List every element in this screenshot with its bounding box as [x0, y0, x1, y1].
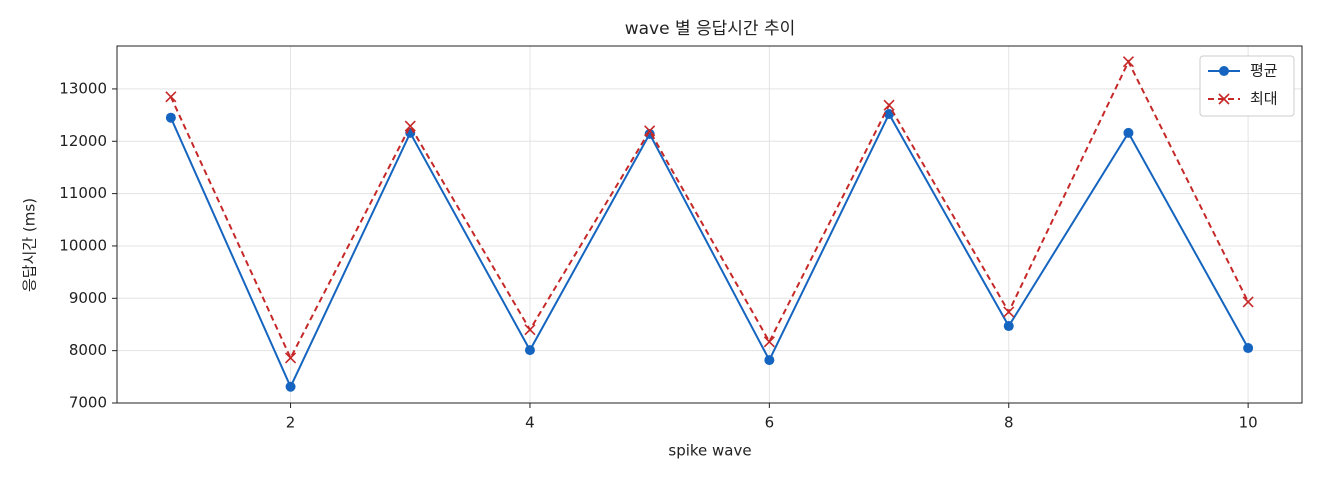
x-tick-label: 10 — [1239, 414, 1258, 432]
y-tick-label: 8000 — [69, 341, 107, 359]
marker — [1003, 306, 1015, 318]
y-tick-label: 12000 — [59, 132, 107, 150]
marker — [883, 99, 895, 111]
legend-label: 평균 — [1250, 62, 1278, 80]
series-line — [169, 111, 1250, 390]
marker — [1003, 321, 1014, 332]
chart-title: wave 별 응답시간 추이 — [625, 19, 796, 39]
y-tick-label: 9000 — [69, 289, 107, 307]
marker — [165, 91, 177, 103]
marker — [524, 345, 535, 356]
x-axis-label: spike wave — [668, 442, 751, 460]
marker — [1243, 343, 1254, 354]
marker — [884, 109, 895, 120]
marker — [1123, 127, 1134, 138]
marker — [165, 112, 176, 123]
marker — [1219, 66, 1229, 76]
legend-box — [1199, 55, 1295, 117]
x-tick-label: 4 — [525, 414, 535, 432]
marker — [763, 336, 775, 348]
y-tick-label: 13000 — [59, 79, 107, 97]
marker — [524, 324, 536, 336]
y-tick-label: 11000 — [59, 184, 107, 202]
plot-frame — [116, 45, 1303, 404]
legend-label: 최대 — [1250, 90, 1278, 108]
marker — [1218, 93, 1230, 105]
marker — [285, 381, 296, 392]
series-line — [169, 59, 1250, 361]
marker — [644, 125, 656, 137]
marker — [284, 352, 297, 364]
x-tick-label: 8 — [1004, 414, 1014, 432]
marker — [1242, 296, 1254, 308]
y-tick-label: 7000 — [69, 394, 107, 412]
marker — [1122, 56, 1135, 68]
x-tick-label: 2 — [286, 414, 296, 432]
x-tick-label: 6 — [765, 414, 775, 432]
marker — [404, 120, 416, 132]
y-axis-label: 응답시간 (ms) — [21, 198, 39, 292]
marker — [764, 355, 775, 366]
y-tick-label: 10000 — [59, 236, 107, 254]
